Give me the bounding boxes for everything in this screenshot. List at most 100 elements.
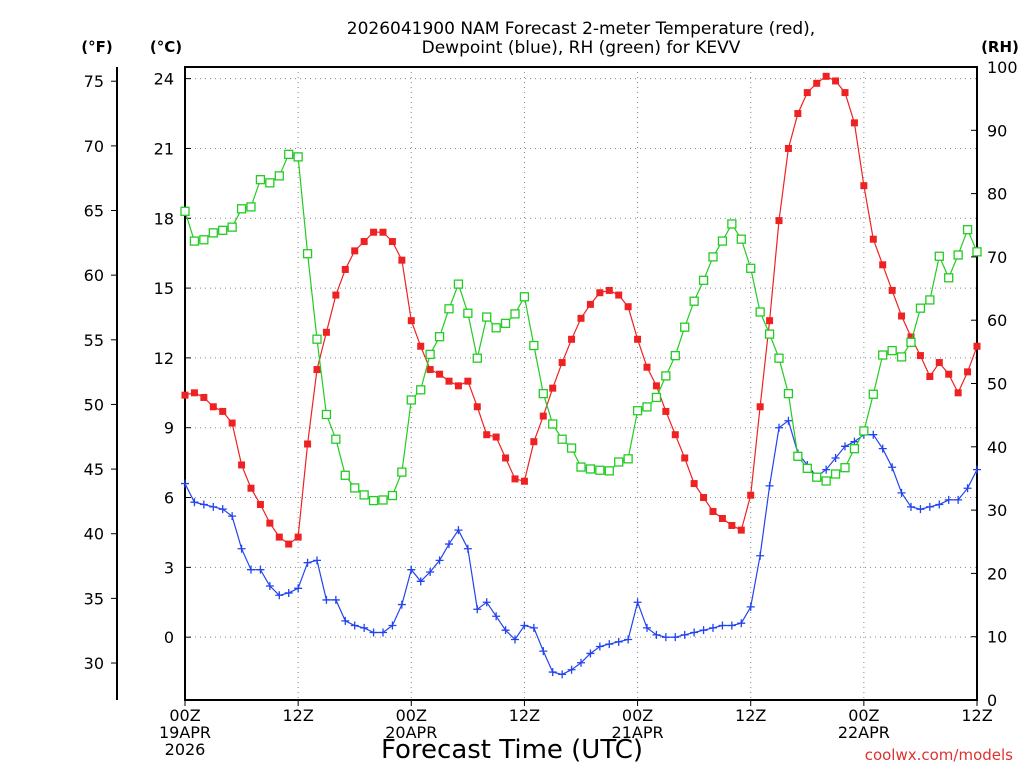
data-point xyxy=(331,434,341,444)
data-point xyxy=(444,304,454,314)
data-point xyxy=(331,595,340,604)
data-point xyxy=(398,256,406,264)
data-point xyxy=(700,494,708,502)
data-point xyxy=(926,373,934,381)
data-point xyxy=(935,359,943,367)
data-point xyxy=(595,642,604,651)
data-point xyxy=(643,623,651,632)
data-point xyxy=(972,247,982,257)
data-point xyxy=(651,392,662,403)
data-point xyxy=(841,89,849,97)
data-point xyxy=(878,350,888,360)
c-tick-label: 18 xyxy=(154,209,174,228)
data-point xyxy=(699,626,708,635)
data-point xyxy=(661,633,670,642)
data-point xyxy=(784,416,793,425)
data-point xyxy=(275,591,284,600)
c-tick-label: 21 xyxy=(154,139,174,158)
data-point xyxy=(869,430,878,439)
data-point xyxy=(728,521,736,529)
data-point xyxy=(482,598,491,607)
data-point xyxy=(360,238,368,246)
data-point xyxy=(247,565,255,574)
data-point xyxy=(605,286,613,294)
data-point xyxy=(954,495,963,504)
data-point xyxy=(878,444,887,453)
c-tick-label: 15 xyxy=(154,279,174,298)
rh-tick-label: 80 xyxy=(987,185,1007,204)
x-tick-label: 21APR xyxy=(612,723,664,742)
data-point xyxy=(407,317,415,325)
series-line xyxy=(184,419,978,676)
data-point xyxy=(859,426,869,436)
data-point xyxy=(793,451,803,461)
data-point xyxy=(303,558,312,567)
data-point xyxy=(482,312,492,322)
data-point xyxy=(181,391,189,399)
data-point xyxy=(236,204,247,214)
data-point xyxy=(332,291,340,299)
f-tick-label: 35 xyxy=(84,589,104,608)
series-2meter xyxy=(181,72,981,548)
data-point xyxy=(568,335,576,343)
data-point xyxy=(849,444,860,454)
data-point xyxy=(709,623,717,632)
data-point xyxy=(822,72,830,80)
data-point xyxy=(388,621,397,630)
data-point xyxy=(190,498,199,507)
data-point xyxy=(341,616,350,625)
data-point xyxy=(341,265,349,273)
data-point xyxy=(199,500,208,509)
data-point xyxy=(671,431,679,439)
data-point xyxy=(879,261,887,269)
data-point xyxy=(963,484,972,493)
data-point xyxy=(832,77,840,85)
data-point xyxy=(586,300,594,308)
data-point xyxy=(463,544,472,553)
data-point xyxy=(887,345,897,356)
data-point xyxy=(896,352,907,362)
data-point xyxy=(255,175,266,185)
data-point xyxy=(511,475,519,483)
data-point xyxy=(737,619,746,628)
data-point xyxy=(764,329,775,339)
data-point xyxy=(463,308,473,318)
data-point xyxy=(321,409,332,420)
data-point xyxy=(502,454,510,462)
data-point xyxy=(200,393,208,401)
data-point xyxy=(208,228,218,238)
data-point xyxy=(698,275,709,285)
data-point xyxy=(766,317,774,325)
data-point xyxy=(237,544,246,553)
data-point xyxy=(304,440,312,448)
chart-title-line-1: 2026041900 NAM Forecast 2-meter Temperat… xyxy=(347,19,815,39)
data-point xyxy=(614,457,624,467)
data-point xyxy=(548,419,558,429)
data-point xyxy=(614,637,623,646)
data-point xyxy=(472,353,482,363)
data-point xyxy=(634,335,642,343)
f-tick-label: 75 xyxy=(84,72,104,91)
c-tick-label: 12 xyxy=(154,349,174,368)
data-point xyxy=(464,377,472,385)
data-point xyxy=(209,502,218,511)
data-point xyxy=(351,247,359,255)
data-point xyxy=(247,484,255,492)
x-tick-label: 00Z xyxy=(848,706,879,725)
data-point xyxy=(228,419,236,427)
data-point xyxy=(633,598,642,607)
data-point xyxy=(925,295,935,305)
data-point xyxy=(671,633,680,642)
data-point xyxy=(916,352,924,360)
data-point xyxy=(511,635,519,644)
data-point xyxy=(227,222,237,232)
data-point xyxy=(520,477,528,485)
data-point xyxy=(907,333,915,341)
c-tick-label: 0 xyxy=(164,628,174,647)
data-point xyxy=(973,342,981,350)
data-point xyxy=(209,403,217,411)
data-point xyxy=(868,389,878,399)
data-point xyxy=(454,526,463,535)
data-point xyxy=(228,512,237,521)
data-point xyxy=(689,296,699,306)
